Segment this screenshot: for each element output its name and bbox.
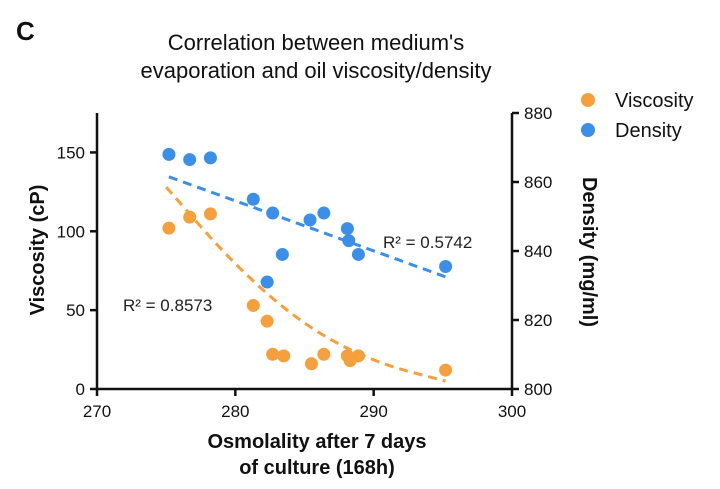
legend-marker-viscosity	[581, 93, 595, 107]
viscosity-point	[317, 347, 331, 361]
density-point	[275, 247, 289, 261]
x-tick-label: 300	[498, 402, 526, 421]
legend-label-viscosity: Viscosity	[615, 90, 694, 112]
density-point	[317, 206, 331, 220]
right-y-axis: 800 820 840 860 880	[510, 104, 552, 399]
density-point	[183, 153, 197, 167]
viscosity-point	[183, 210, 197, 224]
left-tick-label: 0	[76, 380, 85, 399]
density-trendline	[168, 175, 447, 279]
viscosity-point	[351, 349, 365, 363]
density-point	[260, 275, 274, 289]
density-point	[246, 192, 260, 206]
density-point	[342, 234, 356, 248]
legend-label-density: Density	[615, 120, 682, 142]
viscosity-point	[246, 298, 260, 312]
left-y-axis: 0 50 100 150	[57, 113, 99, 399]
density-point	[340, 222, 354, 236]
plot-area: R² = 0.8573 R² = 0.5742	[123, 147, 472, 383]
right-tick-label: 800	[524, 380, 552, 399]
viscosity-point	[203, 207, 217, 221]
y-axis-label-left: Viscosity (cP)	[27, 185, 49, 316]
panel-label: C	[16, 16, 35, 46]
x-tick-label: 280	[221, 402, 249, 421]
viscosity-r2-label: R² = 0.8573	[123, 296, 212, 315]
legend: Viscosity Density	[581, 90, 694, 142]
viscosity-point	[266, 347, 280, 361]
x-axis-label-line-1: Osmolality after 7 days	[208, 431, 427, 453]
viscosity-point	[304, 357, 318, 371]
density-point	[203, 151, 217, 165]
right-tick-label: 840	[524, 242, 552, 261]
x-axis: 270 280 290 300	[83, 387, 526, 421]
density-point	[351, 247, 365, 261]
chart-title-line-2: evaporation and oil viscosity/density	[141, 58, 492, 83]
x-axis-label-line-2: of culture (168h)	[239, 457, 395, 479]
density-point	[439, 260, 453, 274]
viscosity-point	[162, 221, 176, 235]
right-tick-label: 860	[524, 173, 552, 192]
left-tick-label: 50	[66, 301, 85, 320]
density-point	[162, 147, 176, 161]
viscosity-point	[439, 363, 453, 377]
chart-title-line-1: Correlation between medium's	[168, 30, 464, 55]
right-tick-label: 880	[524, 104, 552, 123]
x-tick-label: 290	[359, 402, 387, 421]
y-axis-label-right: Density (mg/ml)	[578, 177, 600, 327]
density-point	[303, 213, 317, 227]
right-tick-label: 820	[524, 311, 552, 330]
left-tick-label: 100	[57, 222, 85, 241]
legend-marker-density	[581, 123, 595, 137]
viscosity-point	[277, 349, 291, 363]
viscosity-point	[260, 314, 274, 328]
x-tick-label: 270	[83, 402, 111, 421]
density-point	[266, 206, 280, 220]
density-r2-label: R² = 0.5742	[383, 233, 472, 252]
left-tick-label: 150	[57, 143, 85, 162]
